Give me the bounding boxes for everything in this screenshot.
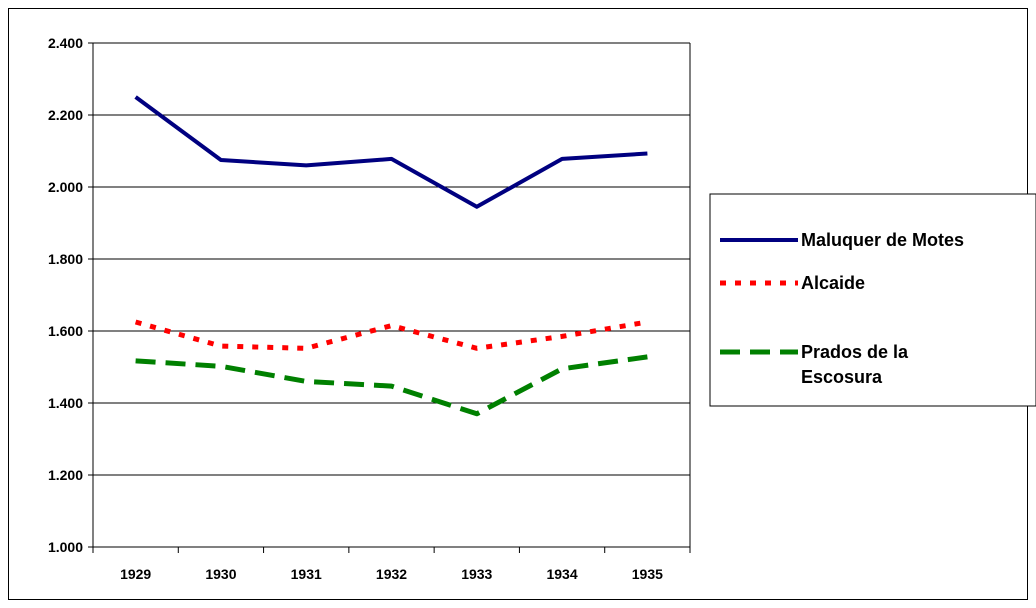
x-tick-label: 1935 xyxy=(632,566,663,582)
x-tick-label: 1934 xyxy=(546,566,577,582)
y-tick-label: 1.400 xyxy=(48,395,83,411)
x-tick-label: 1933 xyxy=(461,566,492,582)
y-tick-label: 1.800 xyxy=(48,251,83,267)
x-tick-label: 1932 xyxy=(376,566,407,582)
x-axis-tick-labels: 1929 1930 1931 1932 1933 1934 1935 xyxy=(120,566,663,582)
legend-label-3: Prados de la Escosura xyxy=(801,342,909,387)
legend: Maluquer de Motes Alcaide Prados de la Esco… xyxy=(709,193,1036,407)
gridlines xyxy=(93,42,691,548)
y-tick-label: 2.400 xyxy=(48,35,83,51)
y-tick-label: 1.600 xyxy=(48,323,83,339)
legend-box xyxy=(709,193,1036,407)
series-line-1 xyxy=(134,95,648,209)
axes xyxy=(88,42,691,553)
y-axis-tick-labels: 1.000 1.200 1.400 1.600 1.800 2.000 2.200 2.400 xyxy=(48,35,83,555)
x-tick-label: 1929 xyxy=(120,566,151,582)
legend-label-1: Maluquer de Motes xyxy=(801,230,964,250)
y-tick-label: 1.000 xyxy=(48,539,83,555)
legend-label-2: Alcaide xyxy=(801,273,865,293)
y-tick-label: 2.000 xyxy=(48,179,83,195)
series-lines xyxy=(134,95,648,417)
x-tick-label: 1931 xyxy=(291,566,322,582)
x-tick-label: 1930 xyxy=(205,566,236,582)
series-line-3 xyxy=(135,354,648,417)
series-line-2 xyxy=(134,319,648,351)
y-tick-label: 1.200 xyxy=(48,467,83,483)
y-tick-label: 2.200 xyxy=(48,107,83,123)
